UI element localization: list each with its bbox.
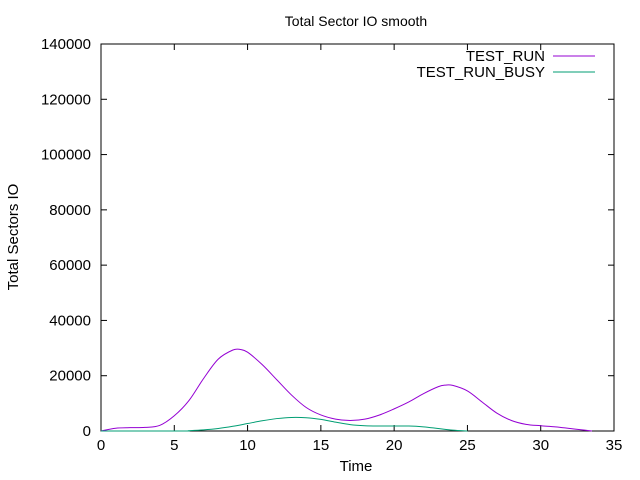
series-layer [100, 348, 593, 432]
x-axis-label: Time [340, 458, 373, 475]
y-tick-label: 140000 [41, 36, 91, 53]
axis-ticks: 0 5 10 15 20 25 30 35 0 20000 40000 60000 80000 10000… [41, 36, 622, 454]
y-tick-label: 60000 [49, 257, 91, 274]
x-tick-label: 20 [386, 437, 403, 454]
legend-label: TEST_RUN [466, 48, 545, 65]
x-tick-label: 10 [239, 437, 256, 454]
x-tick-label: 35 [606, 437, 623, 454]
x-tick-label: 30 [532, 437, 549, 454]
y-tick-label: 80000 [49, 202, 91, 219]
y-axis-label: Total Sectors IO [5, 184, 22, 291]
x-tick-label: 25 [459, 437, 476, 454]
legend-label: TEST_RUN_BUSY [417, 64, 545, 81]
x-tick-label: 0 [97, 437, 105, 454]
y-tick-label: 40000 [49, 312, 91, 329]
y-tick-label: 0 [83, 423, 91, 440]
chart-title: Total Sector IO smooth [285, 13, 427, 29]
y-tick-label: 20000 [49, 368, 91, 385]
y-tick-label: 120000 [41, 91, 91, 108]
y-tick-label: 100000 [41, 147, 91, 164]
x-tick-label: 15 [313, 437, 330, 454]
series-line-test-run-busy [101, 416, 468, 432]
x-tick-label: 5 [170, 437, 178, 454]
series-line-test-run [100, 348, 593, 432]
plot-frame [100, 43, 615, 432]
